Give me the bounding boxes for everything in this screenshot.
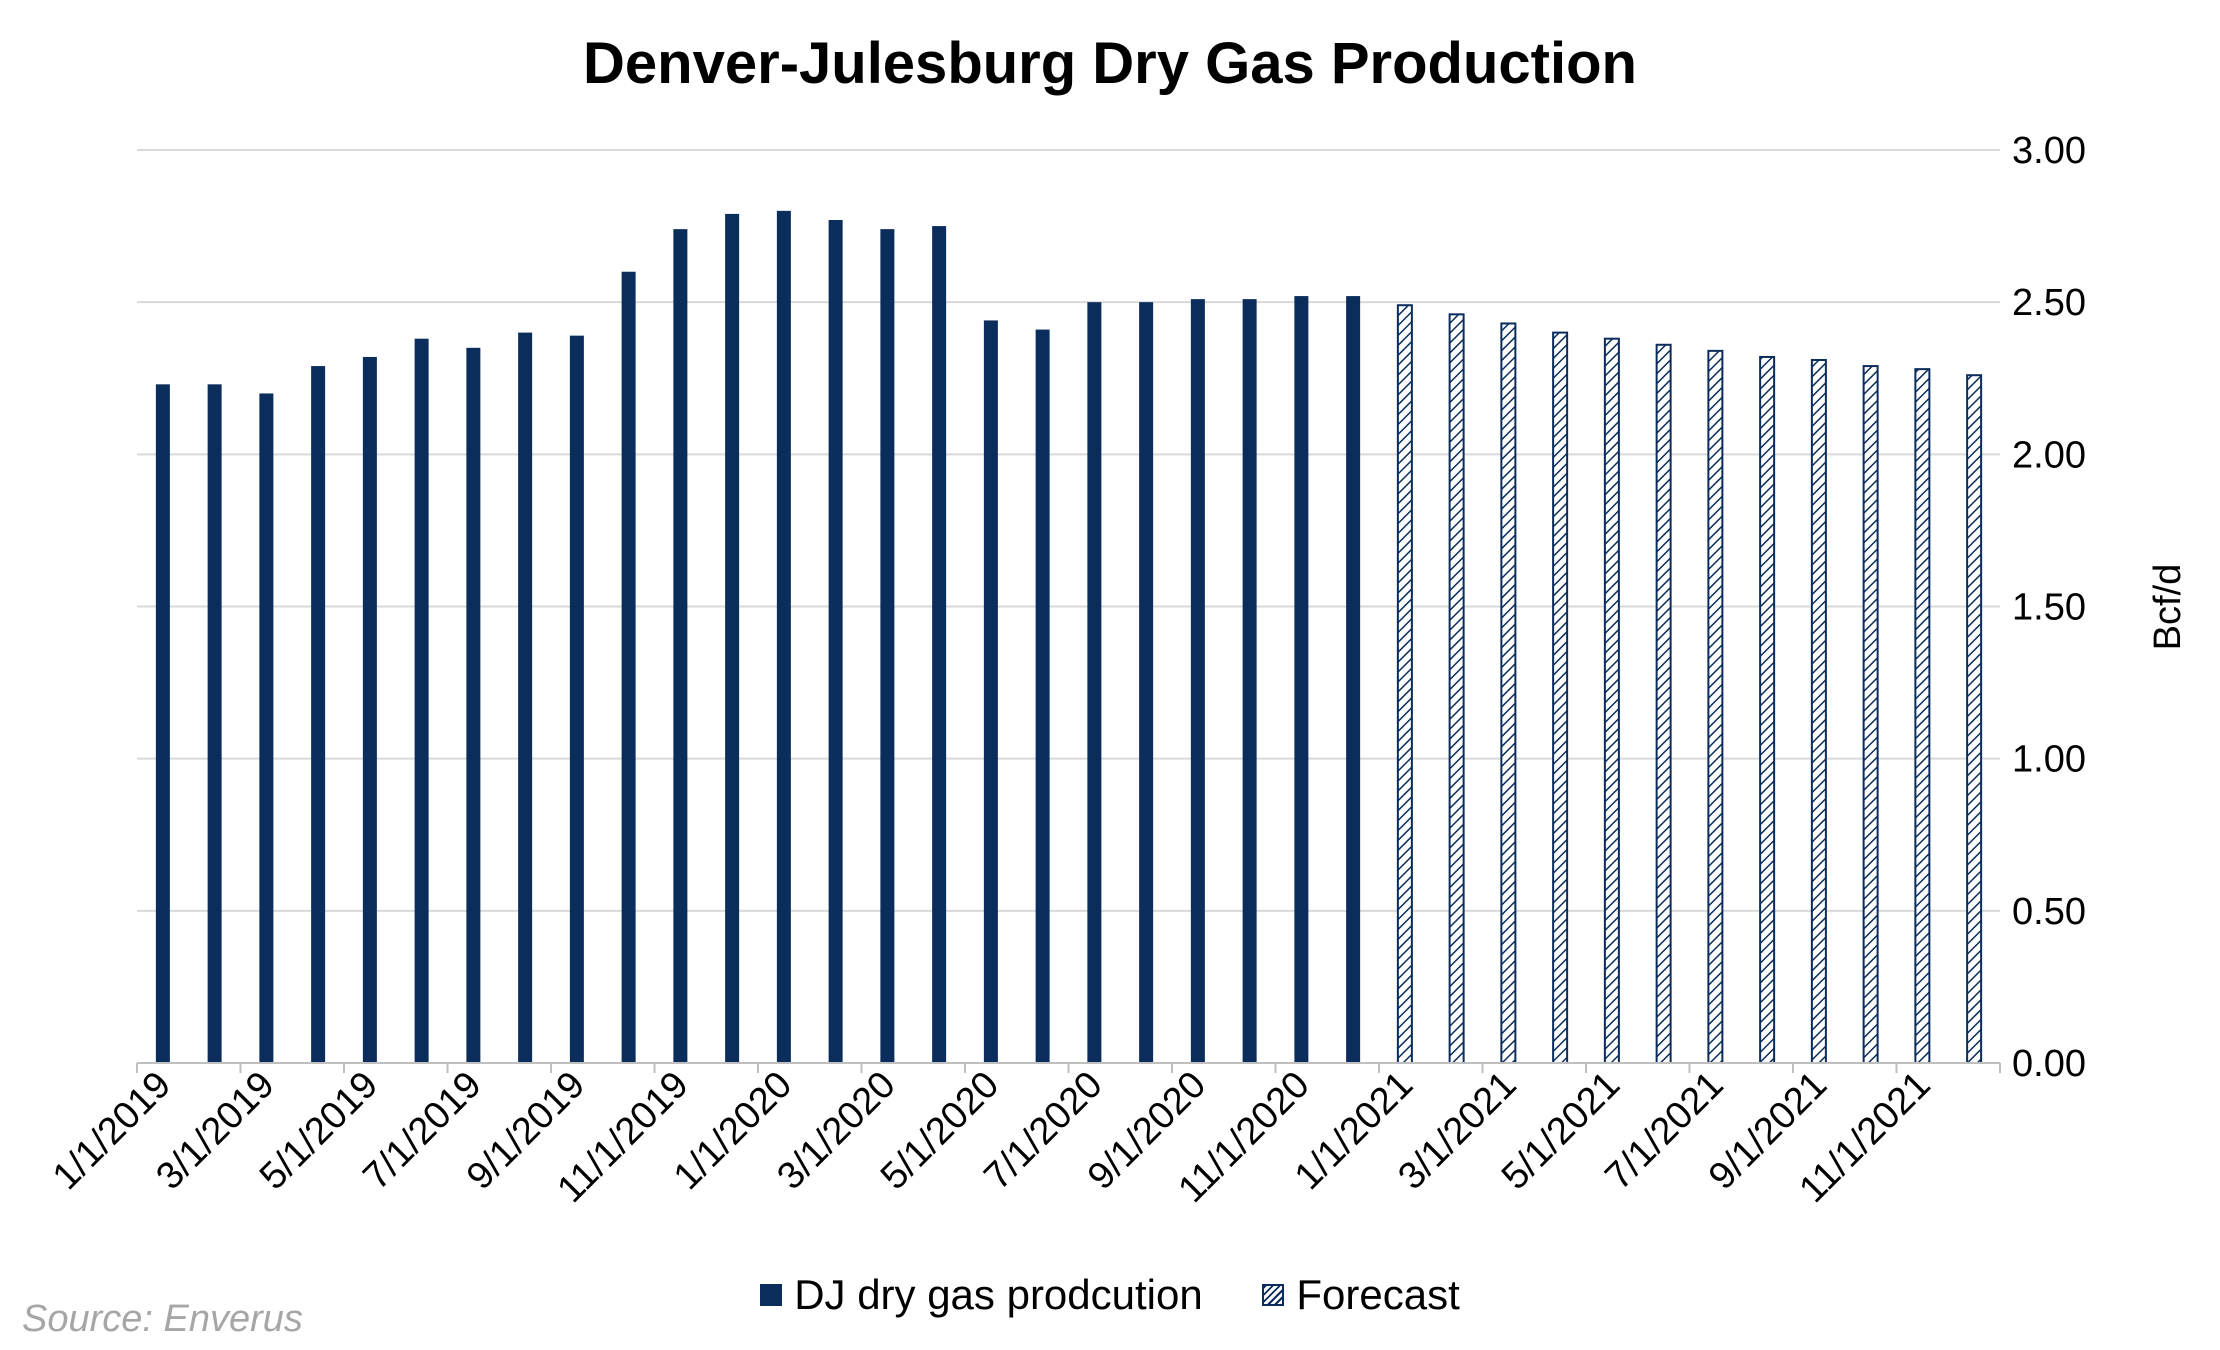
legend-item-forecast: Forecast xyxy=(1262,1271,1460,1319)
bar-actual xyxy=(1190,299,1205,1064)
bar-actual xyxy=(776,210,791,1063)
bar-actual xyxy=(1294,296,1309,1064)
y-tick-label: 1.00 xyxy=(2012,739,2086,781)
bar-actual xyxy=(569,335,584,1064)
bar-actual xyxy=(725,213,740,1063)
bars xyxy=(155,210,1983,1065)
bar-actual xyxy=(673,229,688,1064)
bar-actual xyxy=(880,229,895,1064)
bar-forecast xyxy=(1707,349,1724,1064)
y-axis: 0.00 0.50 1.00 1.50 2.00 2.50 3.00 xyxy=(2012,130,2086,1085)
bar-forecast xyxy=(1914,368,1931,1064)
bar-forecast xyxy=(1655,343,1672,1065)
bar-actual xyxy=(518,332,533,1064)
bar-forecast xyxy=(1552,331,1569,1065)
legend-label-actual: DJ dry gas prodcution xyxy=(794,1271,1203,1318)
bar-forecast xyxy=(1396,304,1413,1064)
bar-actual xyxy=(259,393,274,1063)
bar-actual xyxy=(828,219,843,1063)
bar-actual xyxy=(932,226,947,1064)
x-tick-labels: 1/1/20193/1/20195/1/20197/1/20199/1/2019… xyxy=(45,1064,1939,1211)
bar-forecast xyxy=(1603,337,1620,1065)
bar-actual xyxy=(621,271,636,1063)
bar-actual xyxy=(1035,329,1050,1064)
y-tick-label: 1.50 xyxy=(2012,587,2086,629)
bar-actual xyxy=(1346,296,1361,1064)
bar-forecast xyxy=(1966,374,1983,1064)
bar-forecast xyxy=(1810,358,1827,1064)
chart-title: Denver-Julesburg Dry Gas Production xyxy=(583,31,1637,96)
legend-item-actual: DJ dry gas prodcution xyxy=(760,1271,1203,1319)
y-axis-title: Bcf/d xyxy=(2147,564,2189,651)
y-tick-label: 0.00 xyxy=(2012,1043,2086,1085)
bar-forecast xyxy=(1448,313,1465,1064)
bar-actual xyxy=(983,320,998,1064)
bar-actual xyxy=(155,384,170,1063)
x-axis xyxy=(136,1062,2001,1073)
bar-actual xyxy=(414,338,429,1064)
bar-actual xyxy=(1087,302,1102,1064)
bar-actual xyxy=(311,366,326,1063)
legend: DJ dry gas prodcution Forecast xyxy=(0,1268,2220,1319)
bar-actual xyxy=(466,347,481,1064)
bar-forecast xyxy=(1759,355,1776,1064)
y-tick-label: 3.00 xyxy=(2012,130,2086,172)
bar-forecast xyxy=(1862,365,1879,1064)
legend-swatch-solid xyxy=(760,1284,783,1306)
bar-actual xyxy=(207,384,222,1063)
gridlines xyxy=(137,149,2000,912)
y-tick-label: 0.50 xyxy=(2012,891,2086,933)
bar-actual xyxy=(1139,302,1154,1064)
bar-forecast xyxy=(1500,322,1517,1065)
bar-actual xyxy=(362,356,377,1063)
source-note: Source: Enverus xyxy=(22,1298,303,1340)
legend-label-forecast: Forecast xyxy=(1296,1271,1460,1318)
legend-swatch-hatched xyxy=(1262,1284,1285,1306)
bar-actual xyxy=(1242,299,1257,1064)
y-tick-label: 2.00 xyxy=(2012,434,2086,476)
y-tick-label: 2.50 xyxy=(2012,282,2086,324)
